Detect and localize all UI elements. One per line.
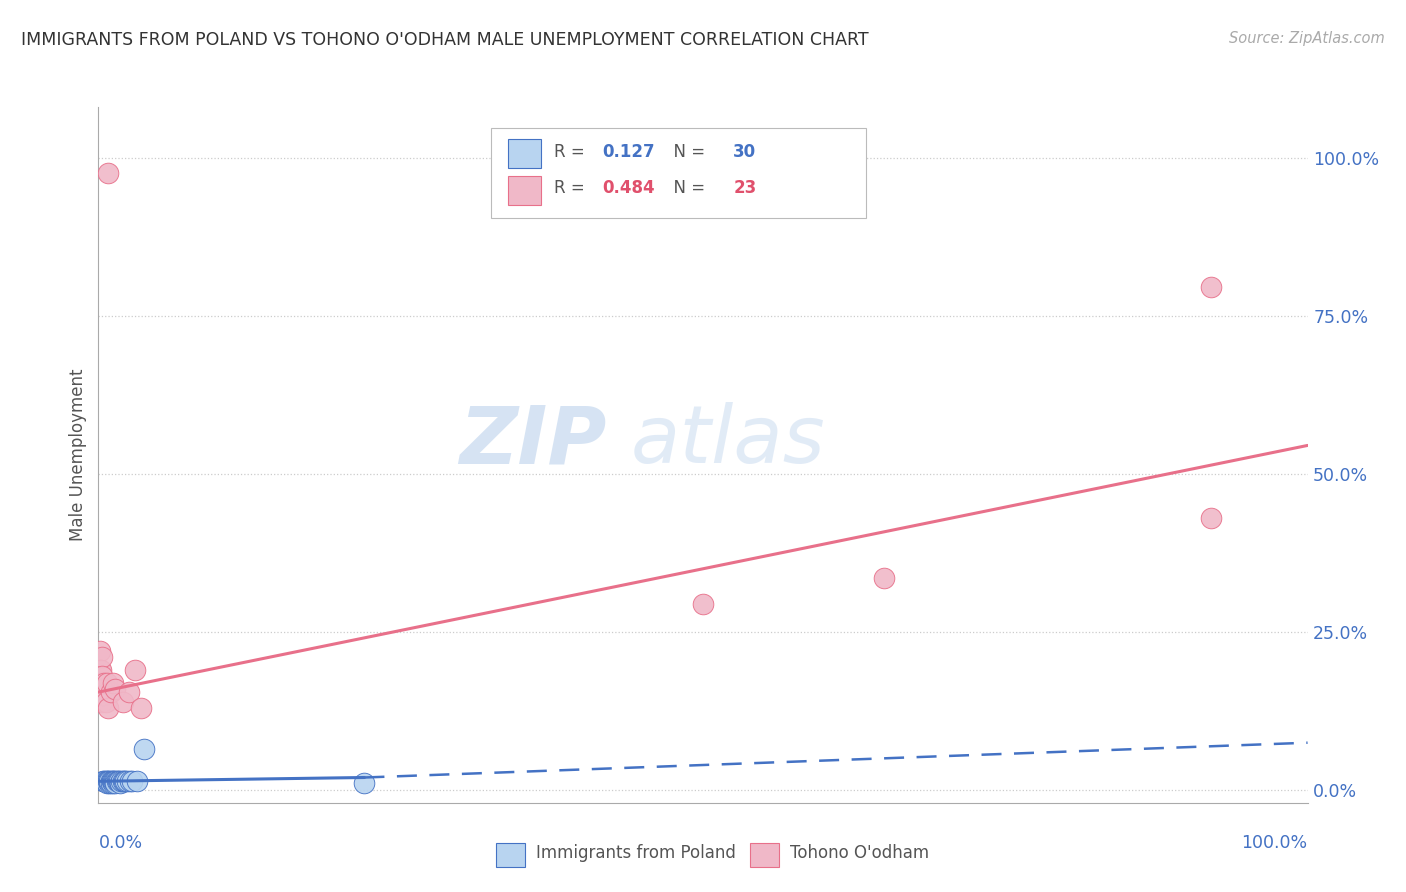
Point <box>108 773 131 788</box>
Text: atlas: atlas <box>630 402 825 480</box>
Point <box>94 695 117 709</box>
Point <box>121 773 143 788</box>
Point <box>134 742 156 756</box>
Point <box>118 685 141 699</box>
Text: ZIP: ZIP <box>458 402 606 480</box>
Text: 100.0%: 100.0% <box>1241 834 1308 852</box>
Point <box>90 663 112 677</box>
Point <box>129 701 152 715</box>
Point <box>104 681 127 696</box>
Text: 0.484: 0.484 <box>603 179 655 197</box>
Point <box>110 773 132 788</box>
Text: 0.127: 0.127 <box>603 143 655 161</box>
FancyBboxPatch shape <box>492 128 866 219</box>
Point <box>91 669 114 683</box>
Text: N =: N = <box>664 143 710 161</box>
Point <box>93 773 115 788</box>
Point <box>98 773 121 788</box>
Point <box>104 775 127 789</box>
Point <box>93 675 115 690</box>
Point <box>118 773 141 788</box>
Point <box>1199 511 1222 525</box>
Y-axis label: Male Unemployment: Male Unemployment <box>69 368 87 541</box>
Point <box>98 775 121 789</box>
FancyBboxPatch shape <box>496 843 526 867</box>
Text: N =: N = <box>664 179 710 197</box>
Point <box>96 773 118 788</box>
Point <box>692 597 714 611</box>
Point <box>91 650 114 665</box>
Point <box>112 773 135 788</box>
Point <box>91 695 114 709</box>
Point <box>96 775 118 789</box>
Point <box>100 685 122 699</box>
Point <box>108 775 131 789</box>
Point <box>101 675 124 690</box>
Point <box>353 775 375 789</box>
Text: Tohono O'odham: Tohono O'odham <box>790 844 929 862</box>
Point <box>101 775 124 789</box>
Point <box>97 701 120 715</box>
Point <box>96 675 118 690</box>
Point <box>100 773 122 788</box>
Point <box>91 688 114 702</box>
Text: R =: R = <box>554 143 591 161</box>
Point <box>100 773 122 788</box>
Point <box>97 166 120 180</box>
FancyBboxPatch shape <box>751 843 779 867</box>
Point <box>91 681 114 696</box>
FancyBboxPatch shape <box>509 176 541 205</box>
Point <box>124 663 146 677</box>
Point <box>89 663 111 677</box>
Point <box>1199 280 1222 294</box>
Text: 23: 23 <box>734 179 756 197</box>
Point <box>104 773 127 788</box>
Point <box>111 773 134 788</box>
Point <box>105 773 128 788</box>
Point <box>97 773 120 788</box>
Point <box>101 773 124 788</box>
Point <box>91 773 114 788</box>
FancyBboxPatch shape <box>509 139 541 169</box>
Point <box>114 773 136 788</box>
Point <box>94 773 117 788</box>
Point <box>127 773 149 788</box>
Text: IMMIGRANTS FROM POLAND VS TOHONO O'ODHAM MALE UNEMPLOYMENT CORRELATION CHART: IMMIGRANTS FROM POLAND VS TOHONO O'ODHAM… <box>21 31 869 49</box>
Point <box>100 775 122 789</box>
Point <box>117 773 139 788</box>
Text: 0.0%: 0.0% <box>98 834 142 852</box>
Text: Source: ZipAtlas.com: Source: ZipAtlas.com <box>1229 31 1385 46</box>
Text: R =: R = <box>554 179 591 197</box>
Text: 30: 30 <box>734 143 756 161</box>
Point <box>89 644 111 658</box>
Point <box>873 571 896 585</box>
Text: Immigrants from Poland: Immigrants from Poland <box>536 844 735 862</box>
Point <box>90 675 112 690</box>
Point <box>111 695 134 709</box>
Point <box>107 773 129 788</box>
Point <box>103 773 125 788</box>
